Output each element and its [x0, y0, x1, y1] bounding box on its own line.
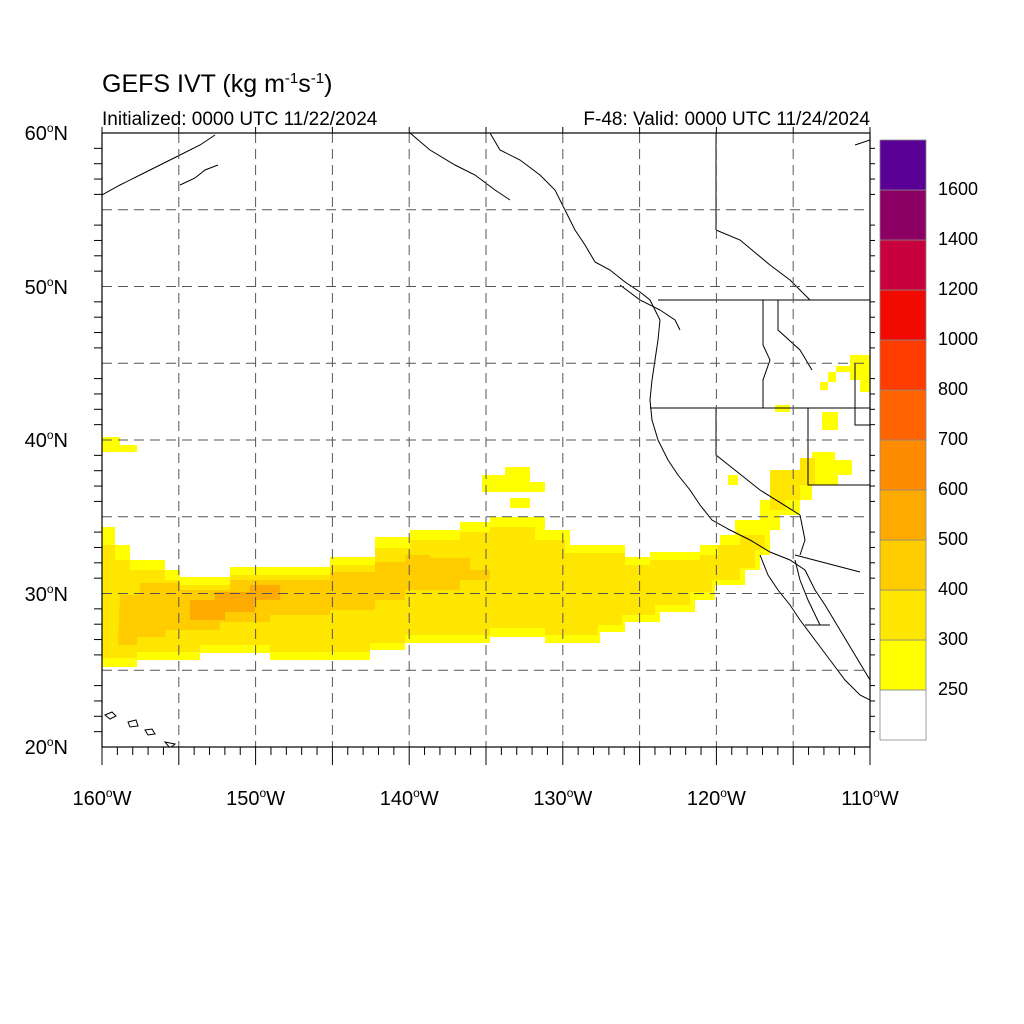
- ivt-shading: [102, 355, 870, 667]
- init-time-label: Initialized: 0000 UTC 11/22/2024: [102, 109, 378, 130]
- colorbar-swatch: [879, 139, 927, 191]
- political-borders: [650, 133, 870, 626]
- colorbar: [879, 139, 927, 741]
- colorbar-label: 600: [938, 479, 969, 499]
- colorbar-swatch: [879, 639, 927, 691]
- colorbar-label: 250: [938, 679, 969, 699]
- coastlines: [102, 133, 870, 747]
- lon-label: 140oW: [379, 786, 439, 810]
- colorbar-label: 500: [938, 529, 969, 549]
- colorbar-swatch: [879, 389, 927, 441]
- lat-label: 40oN: [24, 428, 68, 452]
- lat-label: 30oN: [24, 581, 68, 606]
- colorbar-label: 400: [938, 579, 969, 599]
- lon-label: 130oW: [533, 786, 593, 810]
- colorbar-swatch: [879, 339, 927, 391]
- lat-lon-grid: [102, 133, 870, 747]
- colorbar-label: 1400: [938, 229, 979, 249]
- colorbar-label: 1200: [938, 279, 979, 299]
- colorbar-swatch: [879, 239, 927, 291]
- lon-label: 160oW: [72, 786, 132, 810]
- valid-time-label: F-48: Valid: 0000 UTC 11/24/2024: [583, 109, 870, 130]
- colorbar-label: 700: [938, 429, 969, 449]
- chart-title: GEFS IVT (kg m-1s-1): [102, 70, 333, 98]
- colorbar-swatch: [879, 439, 927, 491]
- colorbar-label: 1000: [938, 329, 979, 349]
- colorbar-swatch: [879, 189, 927, 241]
- axis-ticks: [94, 127, 875, 765]
- colorbar-label: 800: [938, 379, 969, 399]
- colorbar-swatch: [879, 689, 927, 741]
- lat-label: 50oN: [24, 274, 68, 299]
- colorbar-label: 1600: [938, 179, 979, 199]
- colorbar-swatch: [879, 539, 927, 591]
- colorbar-label: 300: [938, 629, 969, 649]
- lon-label: 110oW: [841, 786, 899, 810]
- colorbar-swatch: [879, 589, 927, 641]
- colorbar-swatch: [879, 489, 927, 541]
- lat-label: 60oN: [24, 121, 68, 145]
- lon-label: 120oW: [686, 786, 746, 810]
- colorbar-swatch: [879, 289, 927, 341]
- lon-label: 150oW: [226, 786, 286, 810]
- lat-label: 20oN: [24, 735, 68, 759]
